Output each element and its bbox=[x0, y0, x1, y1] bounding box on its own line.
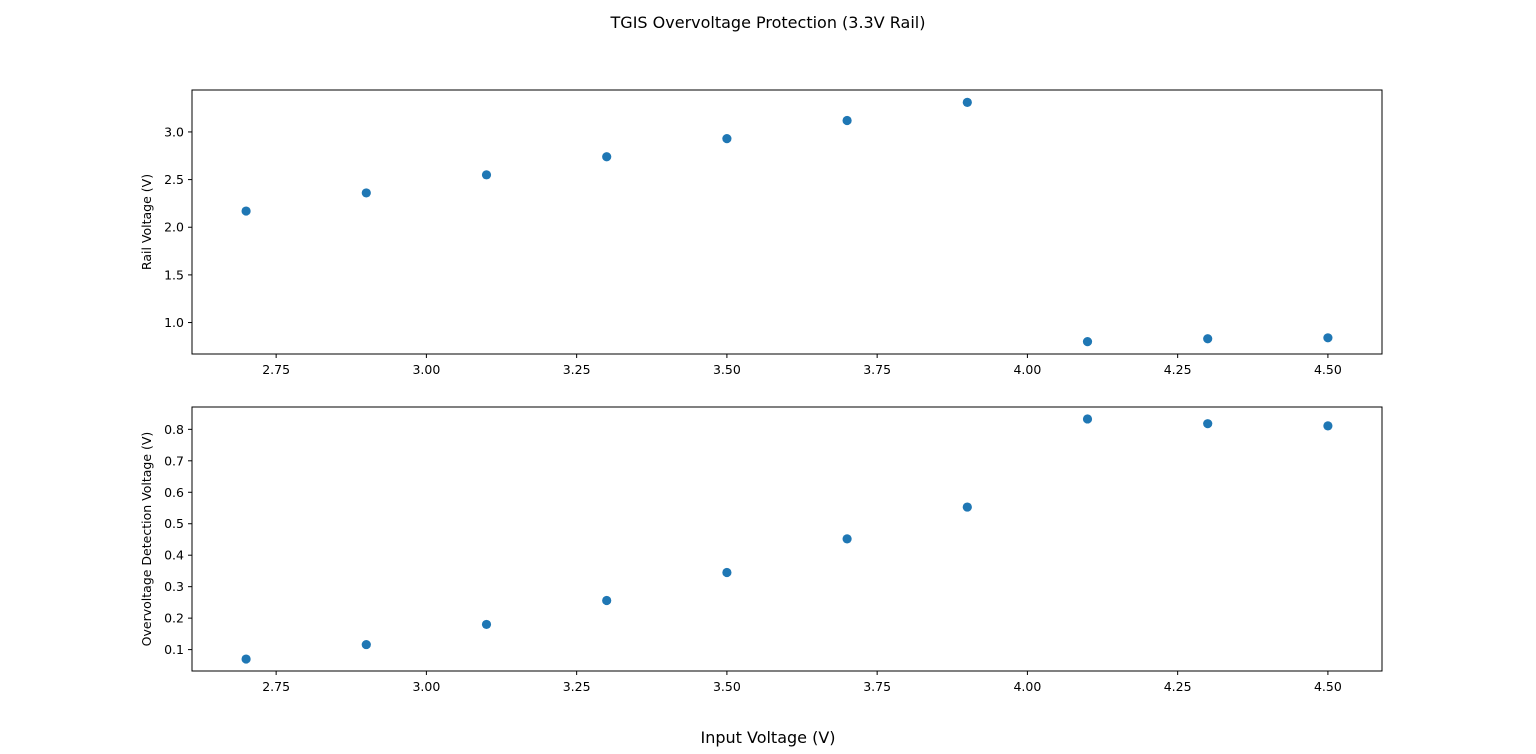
x-tick-label: 3.25 bbox=[563, 362, 591, 377]
x-tick-label: 3.75 bbox=[863, 679, 891, 694]
y-tick-label: 0.1 bbox=[164, 642, 184, 657]
data-point bbox=[722, 134, 732, 144]
y-tick-label: 2.5 bbox=[164, 172, 184, 187]
data-point bbox=[962, 502, 972, 512]
figure-x-axis-label: Input Voltage (V) bbox=[700, 728, 835, 747]
plot-frame bbox=[191, 406, 1383, 672]
figure-title: TGIS Overvoltage Protection (3.3V Rail) bbox=[610, 13, 926, 32]
y-tick-label: 0.4 bbox=[164, 548, 184, 563]
data-point bbox=[1082, 414, 1093, 424]
data-point bbox=[1323, 333, 1333, 343]
overvoltage-detection-plot: 2.75 3.00 3.25 3.50 3.75 4.00 4.25 4.50 0.1 0.2 0.… bbox=[139, 406, 1383, 694]
y-tick-label: 0.7 bbox=[164, 453, 184, 468]
data-point bbox=[962, 97, 972, 107]
y-tick-label: 3.0 bbox=[164, 124, 184, 139]
x-tick-label: 4.00 bbox=[1013, 679, 1041, 694]
x-tick-label: 3.00 bbox=[412, 362, 440, 377]
y-tick-label: 0.3 bbox=[164, 579, 184, 594]
data-point bbox=[842, 115, 852, 126]
y-tick-label: 0.6 bbox=[164, 485, 184, 500]
x-tick-label: 4.00 bbox=[1013, 362, 1041, 377]
data-point bbox=[481, 170, 492, 180]
data-point bbox=[602, 595, 612, 606]
plot-frame bbox=[191, 89, 1383, 355]
x-tick-label: 4.25 bbox=[1164, 679, 1192, 694]
data-point bbox=[241, 654, 251, 664]
x-tick-label: 3.50 bbox=[713, 679, 741, 694]
x-tick-label: 3.25 bbox=[563, 679, 591, 694]
y-tick-label: 0.5 bbox=[164, 516, 184, 531]
y-tick-label: 1.0 bbox=[164, 315, 184, 330]
y-tick-label: 0.2 bbox=[164, 611, 184, 626]
y-axis-label: Overvoltage Detection Voltage (V) bbox=[139, 432, 154, 647]
data-point bbox=[1203, 419, 1213, 429]
rail-voltage-plot: 2.75 3.00 3.25 3.50 3.75 4.00 4.25 4.50 1.0 1.5 2.… bbox=[139, 89, 1383, 377]
data-point bbox=[481, 619, 492, 630]
y-tick-label: 0.8 bbox=[164, 422, 184, 437]
data-point bbox=[602, 152, 612, 162]
data-point bbox=[241, 206, 251, 216]
data-point bbox=[842, 534, 852, 544]
x-tick-label: 4.25 bbox=[1164, 362, 1192, 377]
data-point bbox=[361, 188, 371, 198]
x-tick-label: 3.75 bbox=[863, 362, 891, 377]
x-tick-label: 3.00 bbox=[412, 679, 440, 694]
data-point bbox=[361, 639, 371, 650]
data-point bbox=[1323, 421, 1333, 431]
y-axis-label: Rail Voltage (V) bbox=[139, 174, 154, 270]
data-point bbox=[722, 567, 732, 578]
y-tick-label: 1.5 bbox=[164, 267, 184, 282]
x-tick-label: 2.75 bbox=[262, 362, 290, 377]
y-tick-label: 2.0 bbox=[164, 220, 184, 235]
x-tick-label: 4.50 bbox=[1314, 679, 1342, 694]
x-tick-label: 4.50 bbox=[1314, 362, 1342, 377]
data-point bbox=[1203, 334, 1213, 344]
data-point bbox=[1082, 337, 1093, 347]
x-tick-label: 3.50 bbox=[713, 362, 741, 377]
x-tick-label: 2.75 bbox=[262, 679, 290, 694]
